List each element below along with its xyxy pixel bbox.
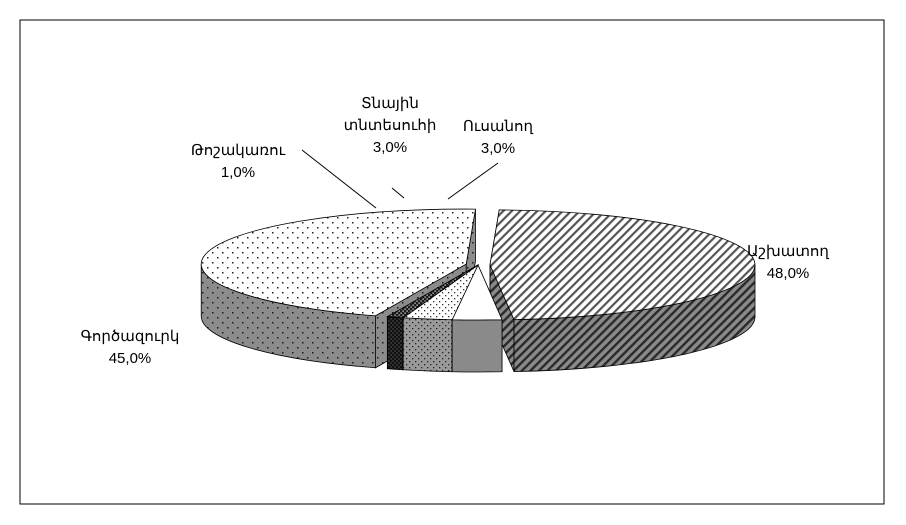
leader-lines [301,149,499,209]
slice-housewife-rim [402,317,453,373]
slice-student-category-label: Ուսանող [463,118,534,135]
slice-pensioner-category-label: Թոշակառու [191,142,286,159]
slice-unemployed-category-label: Գործազուրկ [81,328,180,345]
slice-housewife-value-label: 3,0% [373,139,407,156]
slice-pensioner-top [386,264,479,319]
slice-student-leader-line [447,162,499,200]
slice-employed-value-label: 48,0% [767,265,810,282]
slice-unemployed-value-label: 45,0% [109,350,152,367]
pie-top-faces [200,208,756,321]
slice-pensioner-leader-line [301,149,377,209]
slice-employed-top [489,209,756,321]
slice-unemployed-top [200,208,476,317]
slice-student-rim [451,319,503,373]
slice-employed-category-label: Աշխատող [747,243,829,260]
slice-housewife-category-label: Տնային [361,95,419,112]
slice-pensioner-rim [386,316,404,371]
slice-student-value-label: 3,0% [481,140,515,157]
slice-pensioner-value-label: 1,0% [221,164,255,181]
slice-housewife-leader-line [391,187,405,199]
slice-housewife-category-label: տնտեսուհի [344,117,437,134]
data-labels: Աշխատող 48,0% Ուսանող 3,0% Տնային տնտեսուհի 3,… [81,95,830,367]
